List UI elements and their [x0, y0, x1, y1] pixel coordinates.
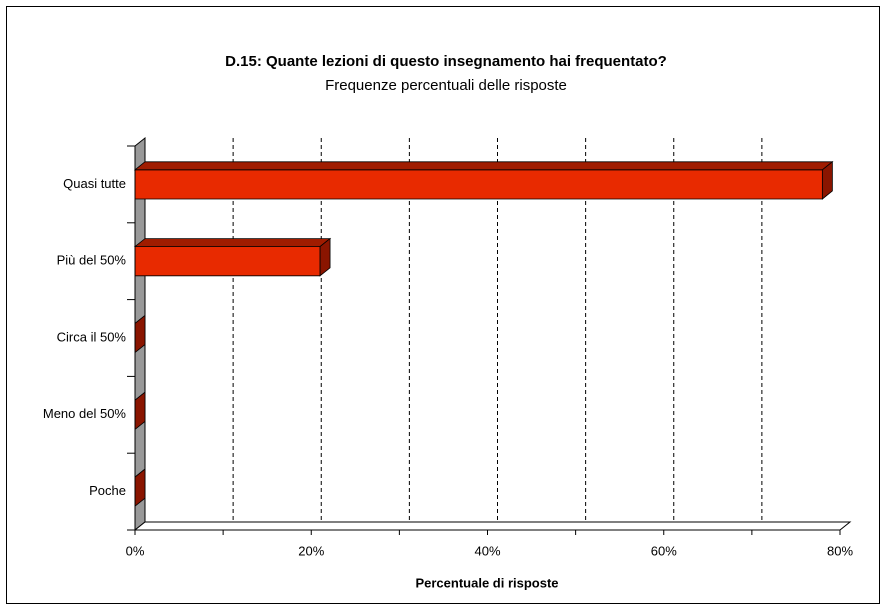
- y-tick-label: Quasi tutte: [63, 176, 126, 191]
- y-tick-label: Più del 50%: [57, 253, 127, 268]
- bar: [133, 160, 834, 200]
- y-tick-label: Poche: [89, 483, 126, 498]
- x-tick-label: 60%: [651, 543, 677, 558]
- x-tick-label: 0%: [126, 543, 145, 558]
- chart-title: D.15: Quante lezioni di questo insegname…: [225, 53, 667, 70]
- y-tick-label: Meno del 50%: [43, 406, 127, 421]
- x-tick-label: 80%: [827, 543, 853, 558]
- bar-end: [319, 237, 331, 277]
- bar-front: [134, 169, 823, 200]
- bar-front: [134, 246, 321, 277]
- bar: [133, 237, 332, 277]
- bar-top: [133, 238, 332, 248]
- chart-border: [6, 6, 880, 604]
- chart-subtitle: Frequenze percentuali delle risposte: [325, 77, 567, 94]
- bar-top: [133, 161, 834, 171]
- x-axis-title: Percentuale di risposte: [415, 575, 558, 590]
- x-tick-label: 40%: [474, 543, 500, 558]
- x-tick-label: 20%: [298, 543, 324, 558]
- y-tick-label: Circa il 50%: [57, 329, 127, 344]
- bar-end: [821, 160, 833, 200]
- floor: [133, 521, 852, 531]
